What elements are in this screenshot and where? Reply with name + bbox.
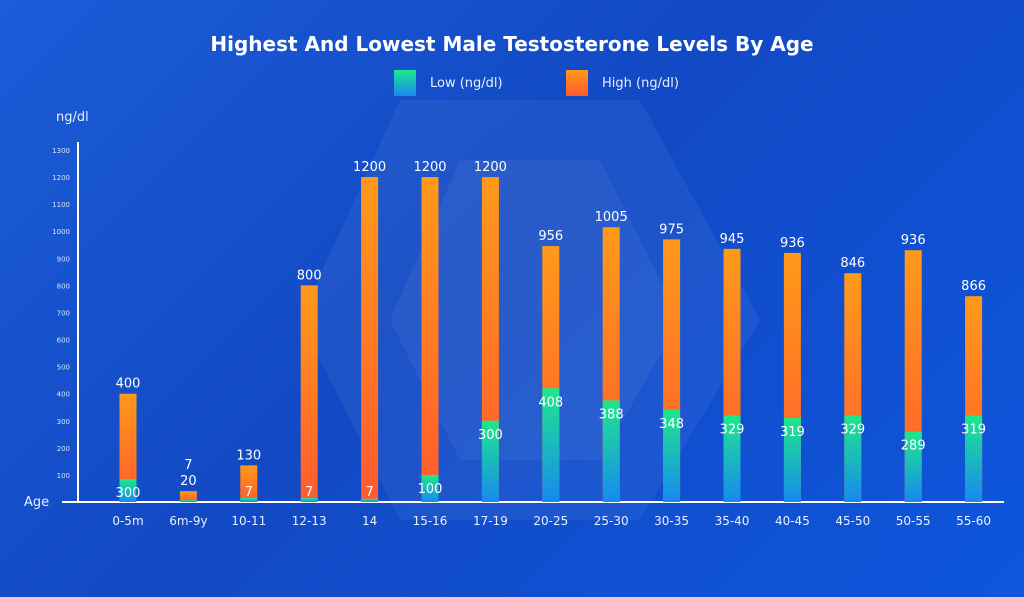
legend-item-low: Low (ng/dl) [394,70,503,96]
bar-high [179,491,197,502]
data-label-high: 1200 [474,160,507,175]
y-tick-label: 1200 [52,174,70,182]
bar-low [361,498,379,502]
data-label-low: 300 [116,486,141,501]
data-label-high: 956 [538,229,563,244]
data-label-high: 936 [901,233,926,248]
bar-high [300,285,318,502]
x-tick-label: 17-19 [473,514,508,528]
x-tick-label: 14 [362,514,377,528]
y-tick-label: 100 [57,472,70,480]
data-label-low: 7 [245,485,253,500]
data-label-low: 348 [659,417,684,432]
data-label-low: 388 [599,407,624,422]
y-axis-label: ng/dl [56,110,89,125]
x-axis-label: Age [24,495,50,510]
x-tick-label: 40-45 [775,514,810,528]
bar-low [300,497,318,502]
data-label-low: 7 [184,458,192,473]
data-label-low: 300 [478,428,503,443]
data-label-low: 329 [720,422,745,437]
data-label-high: 130 [236,448,261,463]
data-label-high: 846 [840,256,865,271]
data-label-low: 408 [538,395,563,410]
x-tick-label: 20-25 [533,514,568,528]
x-tick-label: 50-55 [896,514,931,528]
y-tick-label: 1000 [52,228,70,236]
data-label-low: 7 [365,485,373,500]
bar-low [723,415,741,502]
y-tick-label: 400 [57,391,70,399]
legend-swatch-low [394,70,416,96]
data-label-high: 400 [116,377,141,392]
bar-low [663,409,681,502]
data-label-high: 1200 [353,160,386,175]
x-tick-label: 25-30 [594,514,629,528]
y-tick-label: 700 [57,309,70,317]
y-tick-label: 500 [57,364,70,372]
bar-high [361,177,379,503]
legend-swatch-high [566,70,588,96]
legend-item-high: High (ng/dl) [566,70,679,96]
data-label-low: 100 [418,482,443,497]
bar-low [179,500,197,502]
legend-label-low: Low (ng/dl) [430,75,503,91]
data-label-low: 289 [901,439,926,454]
bar-high [119,393,137,502]
x-tick-label: 35-40 [715,514,750,528]
bar-low [904,431,922,502]
bar-high [240,465,258,502]
bar-low [481,420,499,502]
x-tick-label: 12-13 [292,514,327,528]
data-label-high: 945 [720,232,745,247]
bar-low [240,497,258,502]
y-tick-label: 800 [57,282,70,290]
bar-low [421,474,439,502]
x-tick-label: 0-5m [112,514,143,528]
data-label-low: 319 [961,422,986,437]
data-label-high: 20 [180,474,197,489]
bar-low [602,400,620,502]
y-tick-label: 900 [57,255,70,263]
data-label-low: 7 [305,485,313,500]
bar-high [421,177,439,503]
x-tick-label: 45-50 [835,514,870,528]
bar-low [119,478,137,502]
x-tick-label: 30-35 [654,514,689,528]
data-label-low: 329 [840,422,865,437]
x-tick-label: 10-11 [231,514,266,528]
bar-low [965,415,983,502]
data-label-high: 975 [659,222,684,237]
chart-title: Highest And Lowest Male Testosterone Lev… [210,32,814,56]
legend-label-high: High (ng/dl) [602,75,679,91]
data-label-high: 936 [780,236,805,251]
y-tick-label: 200 [57,445,70,453]
x-tick-label: 55-60 [956,514,991,528]
data-label-high: 866 [961,279,986,294]
y-tick-label: 1300 [52,147,70,155]
bar-low [844,415,862,502]
bar-low [542,388,560,502]
data-label-low: 319 [780,425,805,440]
y-tick-label: 600 [57,337,70,345]
bar-low [783,418,801,502]
chart-legend: Low (ng/dl) High (ng/dl) [0,70,1024,96]
y-tick-label: 1100 [52,201,70,209]
y-tick-label: 300 [57,418,70,426]
data-label-high: 800 [297,268,322,283]
data-label-high: 1200 [413,160,446,175]
x-tick-label: 15-16 [413,514,448,528]
x-tick-label: 6m-9y [169,514,207,528]
data-label-high: 1005 [595,210,628,225]
